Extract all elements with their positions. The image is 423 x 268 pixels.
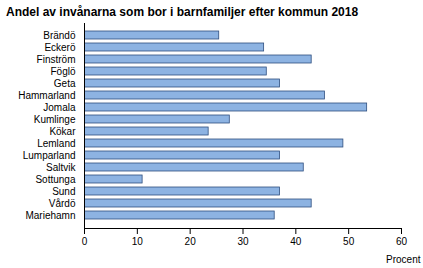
svg-text:40: 40 xyxy=(290,236,302,247)
svg-text:Kumlinge: Kumlinge xyxy=(34,114,76,125)
svg-text:50: 50 xyxy=(343,236,355,247)
svg-text:0: 0 xyxy=(82,236,88,247)
svg-text:Jomala: Jomala xyxy=(43,102,76,113)
svg-text:30: 30 xyxy=(237,236,249,247)
html-text:Andel av invånarna som bor i b: Andel av invånarna som bor i barnfamilje… xyxy=(6,5,359,19)
svg-text:Eckerö: Eckerö xyxy=(44,42,76,53)
svg-text:Föglö: Föglö xyxy=(50,66,75,77)
svg-text:Geta: Geta xyxy=(54,78,76,89)
svg-text:Hammarland: Hammarland xyxy=(18,90,75,101)
svg-text:10: 10 xyxy=(132,236,144,247)
svg-text:Brändö: Brändö xyxy=(43,30,76,41)
svg-text:Finström: Finström xyxy=(37,54,76,65)
svg-text:Sottunga: Sottunga xyxy=(35,174,75,185)
svg-text:Vårdö: Vårdö xyxy=(49,198,76,209)
svg-text:Lemland: Lemland xyxy=(37,138,75,149)
svg-text:Kökar: Kökar xyxy=(49,126,76,137)
svg-text:60: 60 xyxy=(396,236,408,247)
svg-text:Procent: Procent xyxy=(386,254,421,265)
svg-text:Lumparland: Lumparland xyxy=(23,150,76,161)
svg-text:Saltvik: Saltvik xyxy=(46,162,76,173)
svg-text:20: 20 xyxy=(185,236,197,247)
svg-text:Mariehamn: Mariehamn xyxy=(25,210,75,221)
svg-text:Sund: Sund xyxy=(52,186,75,197)
